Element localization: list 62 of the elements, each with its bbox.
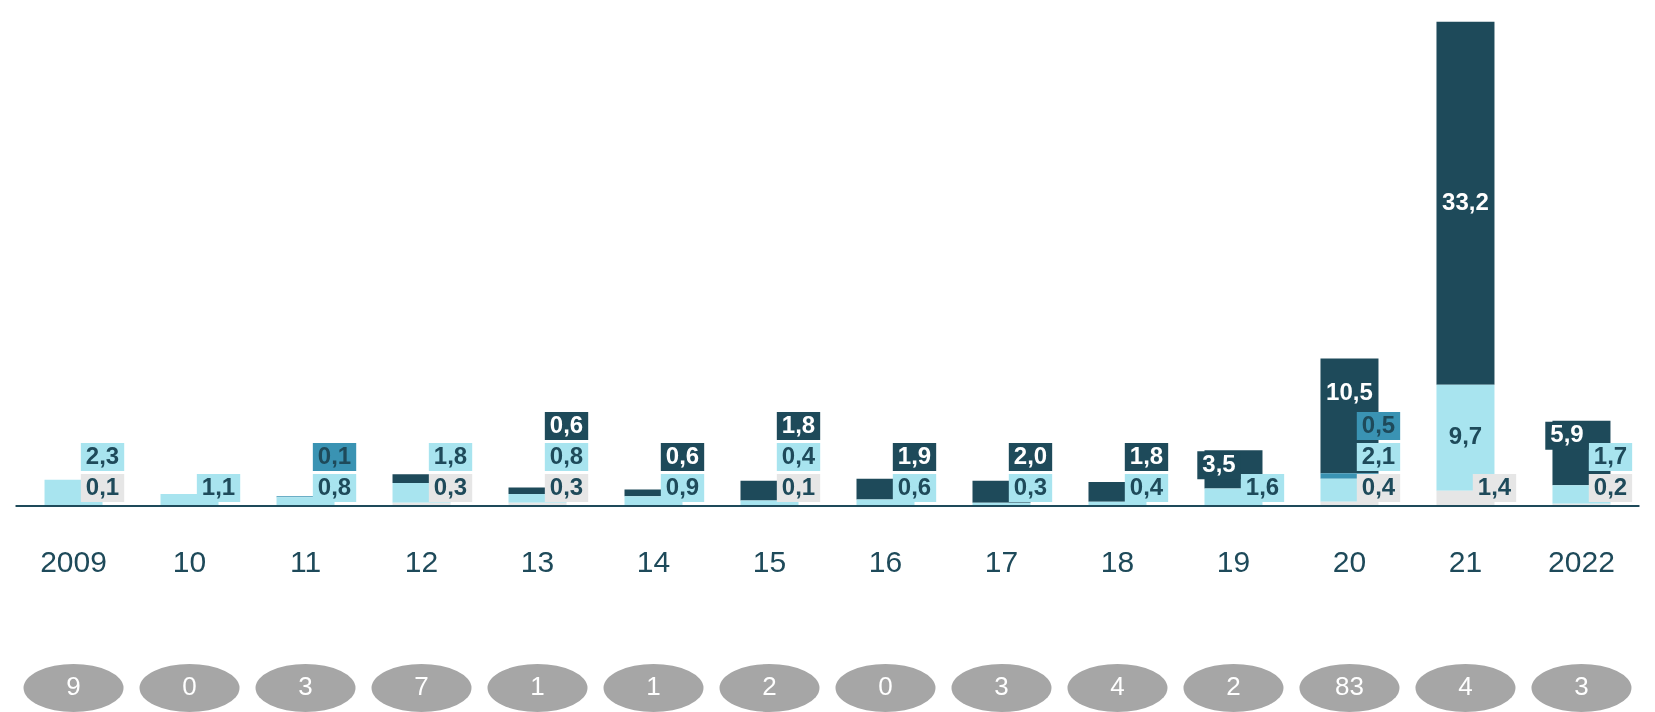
x-tick-label: 18 — [1100, 545, 1135, 579]
x-tick-label: 12 — [404, 545, 439, 579]
data-label: 0,4 — [1361, 472, 1396, 500]
text: 1 — [646, 671, 661, 702]
x-tick-label: 20 — [1332, 545, 1367, 579]
data-label: 0,4 — [1129, 472, 1164, 500]
x-tick-label: 13 — [520, 545, 555, 579]
text: 0 — [182, 671, 197, 702]
data-label: 33,2 — [1442, 187, 1489, 215]
data-label: 1,4 — [1477, 472, 1512, 500]
text: 3 — [1574, 671, 1589, 702]
data-label: 0,9 — [665, 472, 700, 500]
data-label: 0,6 — [665, 441, 700, 469]
data-label: 2,3 — [85, 441, 120, 469]
data-label: 0,2 — [1593, 472, 1628, 500]
data-label: 0,4 — [781, 441, 816, 469]
data-label: 1,8 — [433, 441, 468, 469]
data-label: 0,3 — [1013, 472, 1048, 500]
data-label: 0,1 — [85, 472, 120, 500]
text: 3 — [298, 671, 313, 702]
data-label: 0,6 — [549, 410, 584, 438]
text: 0 — [878, 671, 893, 702]
text: 3 — [994, 671, 1009, 702]
x-tick-label: 2022 — [1548, 545, 1615, 579]
x-tick-label: 2009 — [40, 545, 107, 579]
text: 2 — [762, 671, 777, 702]
data-label: 5,9 — [1550, 420, 1584, 448]
x-tick-label: 16 — [868, 545, 903, 579]
data-label: 1,8 — [1129, 441, 1164, 469]
data-label: 0,6 — [897, 472, 932, 500]
text: 4 — [1110, 671, 1125, 702]
data-label: 3,5 — [1202, 449, 1236, 477]
text: 9 — [66, 671, 81, 702]
text: 4 — [1458, 671, 1473, 702]
data-label: 0,5 — [1361, 410, 1396, 438]
data-label: 0,1 — [317, 441, 352, 469]
data-label: 10,5 — [1326, 377, 1373, 405]
x-tick-label: 15 — [752, 545, 787, 579]
data-label: 1,8 — [781, 410, 816, 438]
x-tick-label: 10 — [172, 545, 207, 579]
data-label: 2,1 — [1361, 441, 1396, 469]
x-tick-label: 19 — [1216, 545, 1251, 579]
bar — [1436, 21, 1495, 385]
data-label: 9,7 — [1448, 422, 1483, 450]
text: 1 — [530, 671, 545, 702]
x-tick-label: 17 — [984, 545, 1019, 579]
data-label: 1,9 — [897, 441, 932, 469]
x-tick-label: 21 — [1448, 545, 1483, 579]
text: 7 — [414, 671, 429, 702]
data-label: 0,8 — [549, 441, 584, 469]
data-label: 0,1 — [781, 472, 816, 500]
data-label: 1,1 — [201, 472, 236, 500]
text: 83 — [1335, 671, 1364, 702]
data-label: 2,0 — [1013, 441, 1048, 469]
data-label: 1,7 — [1593, 441, 1628, 469]
text: 2 — [1226, 671, 1241, 702]
x-tick-label: 14 — [636, 545, 671, 579]
x-tick-label: 11 — [289, 545, 322, 579]
data-label: 0,8 — [317, 472, 352, 500]
data-label: 1,6 — [1245, 472, 1280, 500]
data-label: 0,3 — [549, 472, 584, 500]
data-label: 0,3 — [433, 472, 468, 500]
